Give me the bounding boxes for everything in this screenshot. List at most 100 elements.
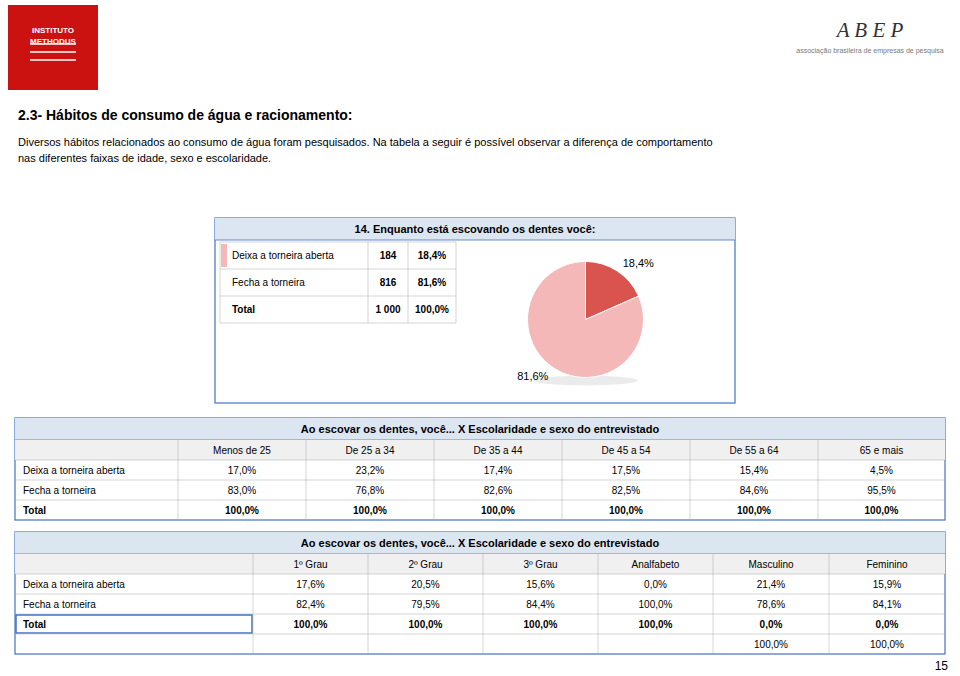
table-title-bar: [15, 418, 945, 440]
column-rule: [713, 554, 714, 654]
brand: A B E P: [835, 18, 904, 42]
pie-title-bar: [215, 218, 735, 240]
column-rule: [368, 242, 369, 323]
table-cell: 82,5%: [612, 485, 640, 496]
table-cell: 100,0%: [415, 304, 449, 315]
table-cell: 0,0%: [876, 619, 899, 630]
table-cell: 21,4%: [757, 579, 785, 590]
table-cell: 100,0%: [865, 505, 899, 516]
table-cell: 79,5%: [411, 599, 439, 610]
logo-text: METHODUS: [30, 37, 76, 46]
body-text: nas diferentes faixas de idade, sexo e e…: [18, 152, 271, 164]
table-box: [15, 532, 945, 654]
column-rule: [818, 440, 819, 520]
table-cell: 76,8%: [356, 485, 384, 496]
table-cell: 100,0%: [225, 505, 259, 516]
logo-icon: [30, 59, 76, 61]
table-cell: 84,1%: [873, 599, 901, 610]
title-rule: [215, 240, 735, 241]
pie-slice: [528, 262, 644, 378]
page-number: 15: [935, 659, 949, 673]
column-rule: [456, 242, 457, 323]
table-cell: 17,0%: [228, 465, 256, 476]
table-cell: Fecha a torneira: [23, 599, 96, 610]
table-cell: 100,0%: [639, 619, 673, 630]
column-header: De 55 a 64: [730, 445, 779, 456]
table-cell: 100,0%: [639, 599, 673, 610]
row-rule: [15, 634, 945, 635]
table-title-bar: [15, 532, 945, 554]
table-cell: 17,6%: [296, 579, 324, 590]
table-cell: Deixa a torneira aberta: [23, 579, 125, 590]
table-cell: 100,0%: [294, 619, 328, 630]
body-text: Diversos hábitos relacionados ao consumo…: [18, 136, 713, 148]
pie: [528, 262, 644, 378]
table-cell: 816: [380, 277, 397, 288]
table-cell: Fecha a torneira: [232, 277, 305, 288]
row-rule: [220, 296, 456, 297]
section-title: 2.3- Hábitos de consumo de água e racion…: [18, 107, 353, 123]
column-header: 2º Grau: [408, 559, 442, 570]
table-cell: 4,5%: [870, 465, 893, 476]
table-cell: Total: [23, 505, 46, 516]
data-label: 18,4%: [623, 257, 654, 269]
header-row: [15, 440, 945, 460]
table-cell: 100,0%: [524, 619, 558, 630]
table-cell: 82,6%: [484, 485, 512, 496]
column-rule: [408, 242, 409, 323]
column-rule: [598, 554, 599, 654]
table-cell: 100,0%: [481, 505, 515, 516]
column-rule: [483, 554, 484, 654]
column-rule: [368, 554, 369, 654]
row-rule: [15, 480, 945, 481]
column-header: Menos de 25: [213, 445, 271, 456]
table-title: Ao escovar os dentes, você... X Escolari…: [301, 537, 660, 549]
logo-icon: [30, 51, 76, 53]
column-rule: [690, 440, 691, 520]
page: INSTITUTOMETHODUSA B E Passociação brasi…: [0, 0, 960, 676]
row-rule: [15, 594, 945, 595]
column-rule: [562, 440, 563, 520]
column-rule: [253, 554, 254, 654]
column-header: 65 e mais: [860, 445, 903, 456]
header-row: [15, 554, 945, 574]
table-cell: Total: [232, 304, 255, 315]
table-cell: 17,4%: [484, 465, 512, 476]
row-rule: [220, 269, 456, 270]
logo-text: INSTITUTO: [32, 26, 74, 35]
column-header: De 25 a 34: [346, 445, 395, 456]
table-cell: 100,0%: [737, 505, 771, 516]
table-cell: Deixa a torneira aberta: [23, 465, 125, 476]
column-rule: [434, 440, 435, 520]
data-label: 81,6%: [517, 370, 548, 382]
table-cell: 184: [380, 250, 397, 261]
table-cell: Fecha a torneira: [23, 485, 96, 496]
table-cell: 82,4%: [296, 599, 324, 610]
table-cell: 23,2%: [356, 465, 384, 476]
table-cell: 84,6%: [740, 485, 768, 496]
column-header: Feminino: [866, 559, 908, 570]
column-rule: [178, 440, 179, 520]
row-rule: [15, 460, 945, 461]
table-cell: 0,0%: [644, 579, 667, 590]
column-rule: [220, 242, 221, 323]
column-header: 1º Grau: [293, 559, 327, 570]
row-rule: [220, 323, 456, 324]
table-title: Ao escovar os dentes, você... X Escolari…: [301, 423, 660, 435]
pie-box: [215, 218, 735, 403]
table-cell: 100,0%: [353, 505, 387, 516]
column-rule: [829, 554, 830, 654]
column-header: 3º Grau: [523, 559, 557, 570]
logo-icon: [30, 43, 76, 45]
table-cell: 15,6%: [526, 579, 554, 590]
table-cell: Deixa a torneira aberta: [232, 250, 334, 261]
table-cell: 20,5%: [411, 579, 439, 590]
column-header: De 35 a 44: [474, 445, 523, 456]
table-cell: 84,4%: [526, 599, 554, 610]
swatch: [221, 244, 227, 267]
table-cell: 95,5%: [867, 485, 895, 496]
row-rule: [15, 574, 945, 575]
table-cell: 15,4%: [740, 465, 768, 476]
row-rule: [220, 242, 456, 243]
table-cell: 100,0%: [870, 639, 904, 650]
